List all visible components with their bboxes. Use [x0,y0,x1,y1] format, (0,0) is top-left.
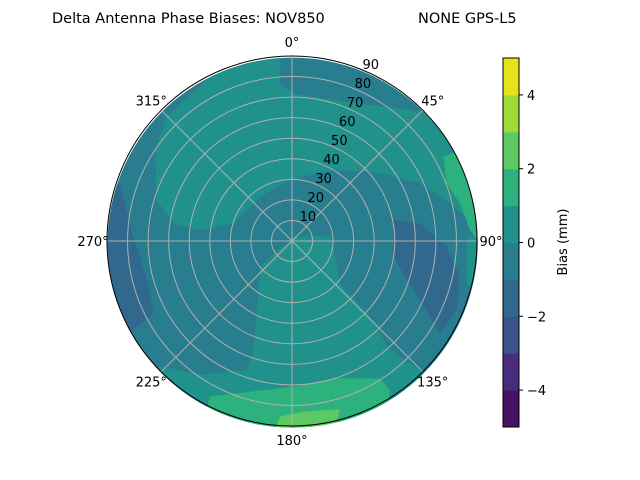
colorbar: −4 −2 0 2 4 [502,57,546,428]
r-tick-labels: 10 20 30 40 50 60 70 80 90 [300,58,379,225]
colorbar-segment [503,316,519,354]
colorbar-segment [503,205,519,243]
theta-tick-label: 135° [417,376,448,391]
r-tick-label: 60 [339,115,356,130]
theta-tick-label: 315° [136,94,167,109]
colorbar-segment [503,58,519,96]
contour-region-0-1-east-edge [466,236,478,290]
theta-tick-label: 180° [276,434,307,449]
contour-region-0-1-north [154,57,478,237]
colorbar-segment [503,94,519,133]
theta-tick-label: 45° [421,94,444,109]
colorbar-segment [503,279,519,317]
colorbar-segment [503,168,519,207]
colorbar-label: Bias (mm) [556,209,571,276]
chart-title-right: NONE GPS-L5 [418,11,517,27]
colorbar-tick-label: −4 [527,384,546,399]
r-tick-label: 70 [347,96,364,111]
theta-tick-label: 270° [77,235,108,250]
colorbar-segment [503,131,519,170]
polar-axis-frame [106,55,478,427]
colorbar-segment [503,242,519,280]
r-tick-label: 10 [300,210,317,225]
grid-spoke [160,109,424,373]
colorbar-segment [503,353,519,391]
theta-tick-label: 225° [136,376,167,391]
theta-tick-label: 0° [285,36,300,51]
theta-tick-labels: 0° 45° 90° 135° 180° 225° 270° 315° [77,36,502,449]
r-tick-label: 20 [307,191,324,206]
r-tick-label: 40 [323,153,340,168]
colorbar-tick-label: −2 [527,310,546,325]
r-tick-label: 90 [363,58,380,73]
r-tick-label: 50 [331,134,348,149]
colorbar-tick-label: 0 [527,237,535,252]
colorbar-tick-label: 2 [527,163,535,178]
r-tick-label: 30 [315,172,332,187]
r-tick-label: 80 [355,77,372,92]
colorbar-tick-label: 4 [527,89,535,104]
polar-grid [107,56,477,426]
colorbar-segment [503,390,519,428]
contour-fill [107,57,478,428]
theta-tick-label: 90° [479,235,502,250]
chart-title-left: Delta Antenna Phase Biases: NOV850 [52,11,325,27]
